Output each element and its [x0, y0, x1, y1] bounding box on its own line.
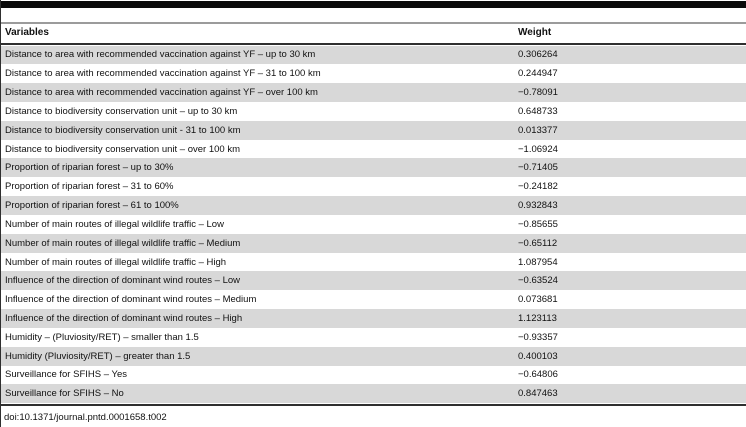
variable-cell: Distance to area with recommended vaccin…: [5, 49, 316, 61]
table-top-thick-rule: [1, 1, 746, 8]
table-row: Surveillance for SFIHS – No 0.847463: [1, 384, 746, 404]
table-header-row: Variables Weight: [1, 25, 746, 43]
weight-cell: 1.087954: [518, 256, 558, 268]
weight-cell: 0.013377: [518, 124, 558, 136]
weight-cell: −1.06924: [518, 143, 558, 155]
table-row: Distance to area with recommended vaccin…: [1, 83, 746, 102]
column-header-weight: Weight: [518, 27, 552, 38]
weight-cell: −0.65112: [518, 237, 558, 249]
weight-cell: 0.932843: [518, 200, 558, 212]
weight-cell: −0.78091: [518, 87, 558, 99]
header-bottom-rule: [1, 43, 746, 45]
table-bottom-rule: [1, 403, 746, 406]
weight-cell: −0.71405: [518, 162, 558, 174]
column-header-variables: Variables: [5, 27, 49, 38]
variable-cell: Distance to area with recommended vaccin…: [5, 68, 321, 80]
variable-cell: Proportion of riparian forest – 61 to 10…: [5, 200, 179, 212]
table-body: Distance to area with recommended vaccin…: [1, 45, 746, 404]
weight-cell: −0.64806: [518, 369, 558, 381]
variable-cell: Number of main routes of illegal wildlif…: [5, 256, 227, 268]
table-row: Distance to area with recommended vaccin…: [1, 45, 746, 65]
variable-cell: Surveillance for SFIHS – Yes: [5, 369, 127, 381]
variable-cell: Proportion of riparian forest – up to 30…: [5, 162, 174, 174]
weight-cell: −0.24182: [518, 181, 558, 193]
table-row: Number of main routes of illegal wildlif…: [1, 214, 746, 234]
variable-cell: Proportion of riparian forest – 31 to 60…: [5, 181, 174, 193]
weight-cell: 0.244947: [518, 68, 558, 80]
weight-cell: 1.123113: [518, 313, 557, 324]
table-row: Influence of the direction of dominant w…: [1, 290, 746, 310]
table-row: Number of main routes of illegal wildlif…: [1, 252, 746, 272]
page-left-edge-line: [0, 0, 1, 427]
table-row: Number of main routes of illegal wildlif…: [1, 233, 746, 253]
weight-cell: 0.648733: [518, 105, 558, 117]
weight-cell: 0.400103: [518, 350, 558, 362]
variable-cell: Distance to biodiversity conservation un…: [5, 124, 241, 136]
table-row: Surveillance for SFIHS – Yes −0.64806: [1, 365, 746, 385]
weight-cell: 0.073681: [518, 294, 558, 306]
variable-cell: Distance to area with recommended vaccin…: [5, 87, 318, 99]
weight-cell: 0.847463: [518, 388, 558, 400]
variable-cell: Number of main routes of illegal wildlif…: [5, 237, 241, 249]
table-row: Humidity – (Pluviosity/RET) – smaller th…: [1, 327, 746, 347]
table-row: Distance to biodiversity conservation un…: [1, 101, 746, 121]
variable-cell: Distance to biodiversity conservation un…: [5, 105, 238, 117]
weight-cell: −0.63524: [518, 275, 558, 287]
variable-cell: Influence of the direction of dominant w…: [5, 294, 257, 306]
table-row: Influence of the direction of dominant w…: [1, 271, 746, 291]
header-top-rule: [1, 22, 746, 24]
variable-cell: Influence of the direction of dominant w…: [5, 313, 243, 324]
table-row: Proportion of riparian forest – 31 to 60…: [1, 177, 746, 197]
table-row: Distance to biodiversity conservation un…: [1, 139, 746, 159]
table-row: Proportion of riparian forest – 61 to 10…: [1, 196, 746, 215]
variable-cell: Number of main routes of illegal wildlif…: [5, 218, 224, 230]
weight-cell: −0.85655: [518, 218, 558, 230]
weight-cell: 0.306264: [518, 49, 558, 61]
table-row: Distance to biodiversity conservation un…: [1, 120, 746, 140]
table-row: Proportion of riparian forest – up to 30…: [1, 158, 746, 178]
table-row: Humidity (Pluviosity/RET) – greater than…: [1, 346, 746, 366]
variable-cell: Surveillance for SFIHS – No: [5, 388, 124, 400]
weight-cell: −0.93357: [518, 331, 558, 343]
table-row: Influence of the direction of dominant w…: [1, 309, 746, 328]
table-row: Distance to area with recommended vaccin…: [1, 64, 746, 84]
variable-cell: Distance to biodiversity conservation un…: [5, 143, 240, 155]
variable-cell: Influence of the direction of dominant w…: [5, 275, 241, 287]
variable-cell: Humidity – (Pluviosity/RET) – smaller th…: [5, 331, 199, 343]
variable-cell: Humidity (Pluviosity/RET) – greater than…: [5, 350, 191, 362]
doi-caption: doi:10.1371/journal.pntd.0001658.t002: [4, 412, 167, 423]
